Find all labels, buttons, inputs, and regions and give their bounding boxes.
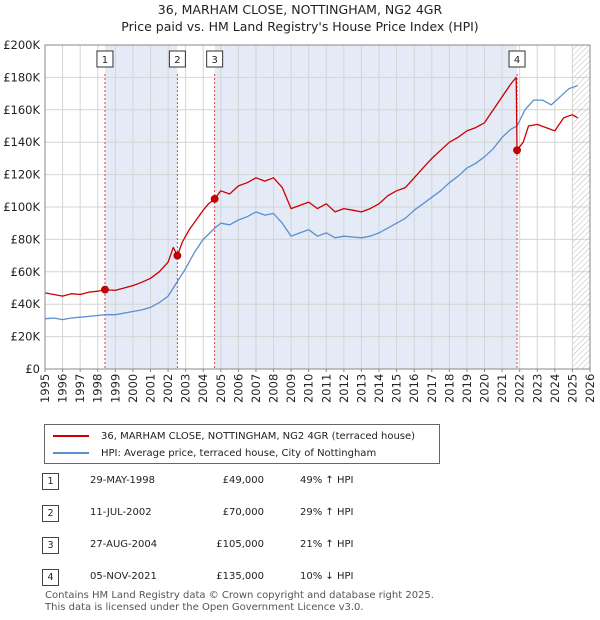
chart-title-line2: Price paid vs. HM Land Registry's House … [121,19,479,34]
x-tick-label: 2025 [565,374,579,403]
x-tick-label: 1999 [108,374,122,403]
x-tick-label: 1995 [38,374,52,403]
legend-swatch-price [53,435,89,437]
hpi-series-line [44,84,578,321]
legend-label-price: 36, MARHAM CLOSE, NOTTINGHAM, NG2 4GR (t… [101,430,416,442]
price-chart: 1 2 3 4 £0 £20K £40K £60K £80K £100K £120K £140K £1… [3,38,597,403]
sale-label: 1 [102,55,108,66]
x-tick-label: 2006 [231,374,245,403]
sale-date: 27-AUG-2004 [90,539,158,550]
sale-price: £105,000 [216,539,264,550]
x-tick-label: 2012 [337,374,351,403]
sale-hpi-change: 49% ↑ HPI [300,475,354,486]
x-tick-label: 2004 [196,374,210,403]
sale-label-box [508,50,526,68]
sale-number-badge: 1 [42,473,59,490]
x-tick-label: 2001 [143,374,157,403]
sale-point [513,146,521,155]
forecast-hatch [572,45,590,369]
sale-point [101,285,109,294]
legend-label-hpi: HPI: Average price, terraced house, City… [101,447,377,459]
y-tick-label: £40K [11,297,41,311]
x-tick-label: 2021 [495,374,509,403]
sale-point [173,251,182,260]
y-tick-label: £160K [3,103,40,117]
x-tick-label: 2014 [372,374,386,403]
y-tick-label: £200K [3,38,40,52]
x-tick-label: 2008 [267,374,281,403]
sale-label: 4 [514,55,520,66]
sale-label-box [206,50,224,68]
sale-hpi-change: 21% ↑ HPI [300,539,354,550]
x-tick-label: 2016 [407,374,421,403]
x-tick-label: 2017 [425,374,439,403]
x-tick-label: 2015 [390,374,404,403]
y-tick-label: £140K [3,135,40,149]
legend-item-price: 36, MARHAM CLOSE, NOTTINGHAM, NG2 4GR (t… [53,429,415,443]
sale-label-box [96,50,114,68]
x-tick-label: 2026 [583,374,597,403]
x-tick-label: 1998 [91,374,105,403]
sale-hpi-change: 10% ↓ HPI [300,571,354,582]
sale-number-badge: 4 [42,569,59,586]
x-tick-label: 2020 [478,374,492,403]
sale-price: £70,000 [222,507,264,518]
x-tick-label: 2009 [284,374,298,403]
x-tick-label: 2013 [354,374,368,403]
y-tick-label: £180K [3,70,40,84]
x-tick-label: 2024 [548,374,562,403]
sale-date: 11-JUL-2002 [90,507,152,518]
sale-hpi-change: 29% ↑ HPI [300,507,354,518]
x-tick-label: 2005 [214,374,228,403]
sale-label: 3 [211,55,217,66]
y-tick-label: £100K [3,200,40,214]
x-tick-label: 2019 [460,374,474,403]
y-tick-label: £120K [3,168,40,182]
sale-row: 1 29-MAY-1998 £49,000 49% ↑ HPI [42,472,402,490]
chart-legend: 36, MARHAM CLOSE, NOTTINGHAM, NG2 4GR (t… [44,424,440,464]
sale-price: £135,000 [216,571,264,582]
sale-date: 29-MAY-1998 [90,475,156,486]
legend-item-hpi: HPI: Average price, terraced house, City… [53,446,376,460]
x-tick-label: 1996 [56,374,70,403]
sale-number-badge: 3 [42,537,59,554]
x-tick-label: 2002 [161,374,175,403]
x-tick-label: 2000 [126,374,140,403]
legend-swatch-hpi [53,452,89,454]
footer-licence: This data is licensed under the Open Gov… [45,602,364,613]
x-tick-label: 1997 [73,374,87,403]
y-tick-label: £0 [25,362,40,376]
price-series-line [44,76,579,297]
sale-label-box [168,50,186,68]
sale-row: 3 27-AUG-2004 £105,000 21% ↑ HPI [42,536,402,554]
x-tick-label: 2010 [302,374,316,403]
sale-price: £49,000 [222,475,264,486]
sale-date: 05-NOV-2021 [90,571,157,582]
sale-row: 2 11-JUL-2002 £70,000 29% ↑ HPI [42,504,402,522]
sale-label: 2 [174,55,180,66]
footer-copyright: Contains HM Land Registry data © Crown c… [45,590,434,601]
sale-point [210,194,219,203]
sale-row: 4 05-NOV-2021 £135,000 10% ↓ HPI [42,568,402,586]
x-tick-label: 2023 [530,374,544,403]
x-tick-label: 2022 [513,374,527,403]
y-tick-label: £20K [11,330,41,344]
x-tick-label: 2007 [249,374,263,403]
chart-title-line1: 36, MARHAM CLOSE, NOTTINGHAM, NG2 4GR [157,2,443,17]
plot-frame [44,44,591,370]
x-tick-label: 2011 [319,374,333,403]
y-tick-label: £80K [11,232,41,246]
x-tick-label: 2003 [179,374,193,403]
x-tick-label: 2018 [442,374,456,403]
sale-number-badge: 2 [42,505,59,522]
y-tick-label: £60K [11,265,41,279]
